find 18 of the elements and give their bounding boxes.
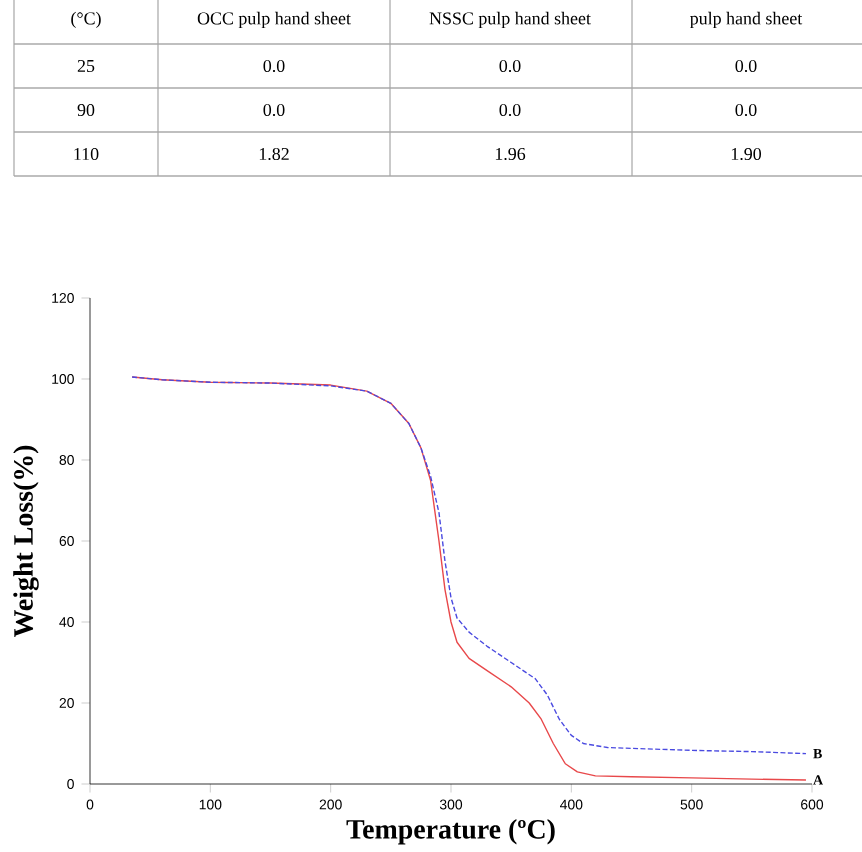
x-axis-title: Temperature (ºC): [346, 819, 555, 845]
text: 1.96: [495, 147, 526, 161]
text: (°C): [71, 11, 101, 29]
text: 0.0: [499, 59, 521, 73]
text: 90: [77, 103, 95, 117]
text: 1.82: [259, 147, 289, 161]
text: 0.0: [735, 103, 757, 117]
text: 25: [77, 59, 95, 73]
y-axis-title: Weight Loss(%): [13, 445, 39, 638]
text: 110: [74, 147, 99, 161]
text: NSSC pulp hand sheet: [429, 11, 591, 29]
text: 0.0: [499, 103, 521, 117]
text: OCC pulp hand sheet: [197, 11, 351, 29]
text: 0.0: [263, 103, 285, 117]
text: pulp hand sheet: [690, 11, 803, 29]
text: 0.0: [263, 59, 285, 73]
text: 0.0: [735, 59, 757, 73]
text: 1.90: [731, 147, 762, 161]
